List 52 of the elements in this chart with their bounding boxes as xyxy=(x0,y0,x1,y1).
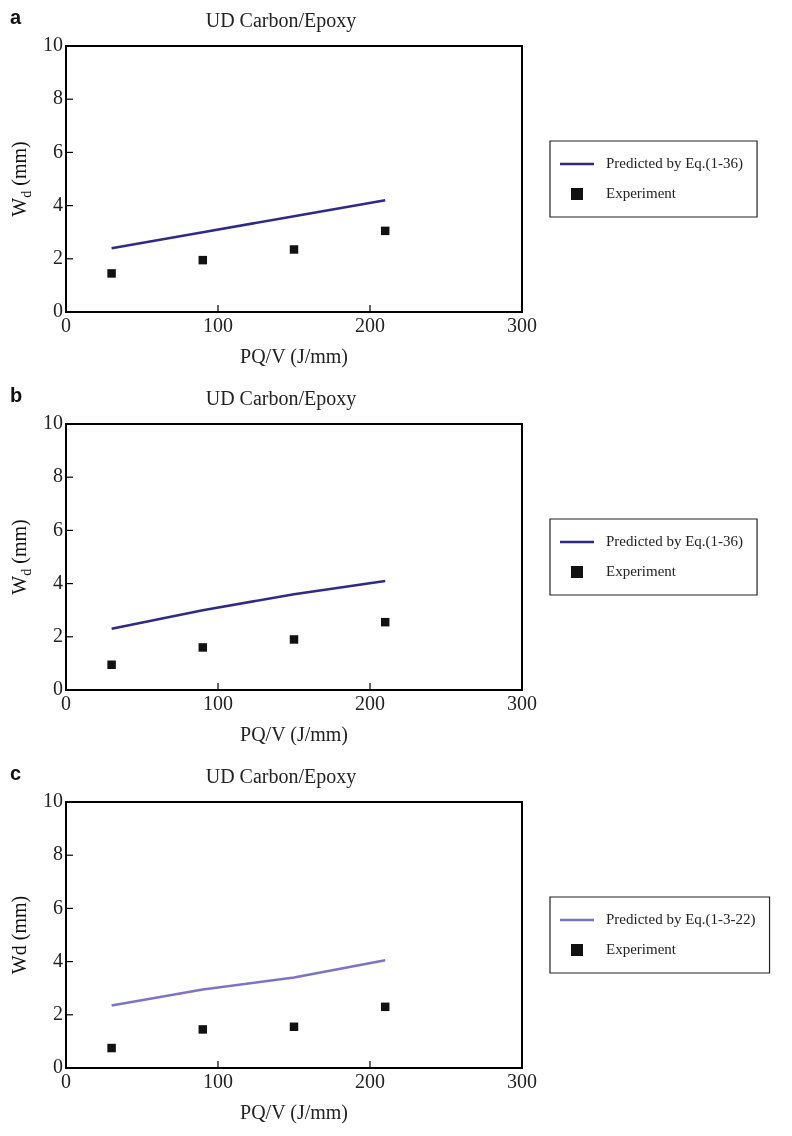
point xyxy=(289,245,299,254)
chart-title: UD Carbon/Epoxy xyxy=(205,765,357,789)
x-tick-label: 100 xyxy=(203,1070,233,1093)
y-tick-label: 10 xyxy=(43,33,63,56)
y-tick-label: 2 xyxy=(53,1002,63,1025)
y-axis-title: Wd (mm) xyxy=(8,141,34,217)
y-tick-label: 4 xyxy=(53,948,63,971)
y-tick-label: 10 xyxy=(43,411,63,434)
x-tick-label: 100 xyxy=(203,314,233,337)
chart-title: UD Carbon/Epoxy xyxy=(205,9,357,33)
y-axis-title: Wd (mm) xyxy=(8,895,31,975)
point xyxy=(289,635,299,644)
y-tick-label: 6 xyxy=(53,517,63,540)
point xyxy=(198,643,208,652)
x-tick-label: 100 xyxy=(203,692,233,715)
x-tick-label: 300 xyxy=(507,692,537,715)
legend-label: Predicted by Eq.(1-36) xyxy=(606,154,744,172)
y-tick-label: 2 xyxy=(53,246,63,269)
x-axis-title: PQ/V (J/mm) xyxy=(240,723,348,747)
y-axis-title: Wd (mm) xyxy=(8,519,34,595)
legend-label: Predicted by Eq.(1-36) xyxy=(606,532,744,550)
legend-label: Experiment xyxy=(606,184,677,201)
x-tick-label: 300 xyxy=(507,1070,537,1093)
legend-label: Predicted by Eq.(1-3-22) xyxy=(606,910,756,928)
point xyxy=(107,269,116,278)
x-tick-label: 300 xyxy=(507,314,537,337)
x-axis-title: PQ/V (J/mm) xyxy=(240,345,348,369)
y-tick-label: 8 xyxy=(53,842,63,865)
y-tick-label: 6 xyxy=(53,895,63,918)
y-tick-label: 2 xyxy=(53,624,63,647)
y-tick-label: 4 xyxy=(53,192,63,215)
x-tick-label: 200 xyxy=(355,1070,385,1093)
point xyxy=(198,1025,208,1034)
y-tick-label: 8 xyxy=(53,86,63,109)
chart-title: UD Carbon/Epoxy xyxy=(205,387,357,411)
y-tick-label: 0 xyxy=(53,299,63,322)
y-tick-label: 10 xyxy=(43,789,63,812)
x-axis-title: PQ/V (J/mm) xyxy=(240,1101,348,1125)
y-tick-label: 8 xyxy=(53,464,63,487)
y-tick-label: 4 xyxy=(53,570,63,593)
x-tick-label: 200 xyxy=(355,314,385,337)
y-tick-label: 6 xyxy=(53,139,63,162)
point xyxy=(107,1043,116,1053)
text: c xyxy=(10,762,22,784)
text: a xyxy=(10,6,22,28)
point xyxy=(107,660,116,669)
y-tick-label: 0 xyxy=(53,677,63,700)
x-tick-label: 200 xyxy=(355,692,385,715)
text: b xyxy=(10,384,23,406)
legend-label: Experiment xyxy=(606,940,677,957)
y-tick-label: 0 xyxy=(53,1055,63,1078)
legend-label: Experiment xyxy=(606,562,677,579)
